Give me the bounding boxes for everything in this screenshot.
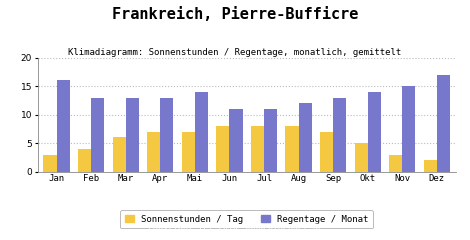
Bar bbox=[368, 92, 381, 172]
Bar bbox=[437, 75, 450, 172]
Text: Klimadiagramm: Sonnenstunden / Regentage, monatlich, gemittelt: Klimadiagramm: Sonnenstunden / Regentage… bbox=[68, 48, 402, 57]
Legend: Sonnenstunden / Tag, Regentage / Monat: Sonnenstunden / Tag, Regentage / Monat bbox=[120, 210, 373, 228]
Bar bbox=[147, 132, 160, 172]
Text: Frankreich, Pierre-Bufficre: Frankreich, Pierre-Bufficre bbox=[112, 7, 358, 22]
Bar bbox=[56, 80, 70, 172]
Bar bbox=[160, 97, 173, 172]
Bar bbox=[251, 126, 264, 172]
Bar bbox=[354, 143, 368, 172]
Bar bbox=[126, 97, 139, 172]
Bar bbox=[285, 126, 298, 172]
Bar bbox=[264, 109, 277, 172]
Bar bbox=[333, 97, 346, 172]
Bar bbox=[195, 92, 208, 172]
Bar bbox=[182, 132, 195, 172]
Bar bbox=[402, 86, 415, 172]
Bar bbox=[424, 160, 437, 172]
Bar bbox=[389, 155, 402, 172]
Bar bbox=[91, 97, 104, 172]
Bar bbox=[216, 126, 229, 172]
Text: Copyright (C) 2010 sonnenlaender.de: Copyright (C) 2010 sonnenlaender.de bbox=[148, 223, 322, 232]
Bar bbox=[320, 132, 333, 172]
Bar bbox=[78, 149, 91, 172]
Bar bbox=[298, 103, 312, 172]
Bar bbox=[44, 155, 56, 172]
Bar bbox=[229, 109, 243, 172]
Bar bbox=[113, 137, 126, 172]
